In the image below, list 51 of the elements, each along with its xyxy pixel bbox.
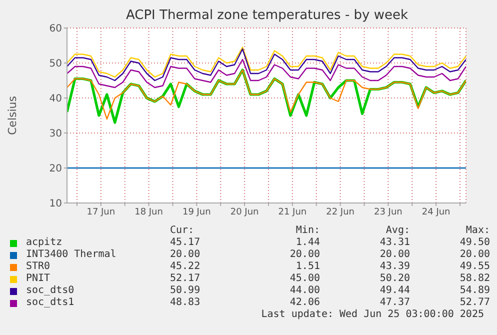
y-tick-label: 30	[49, 128, 62, 140]
x-tick-label: 18 Jun	[134, 207, 163, 218]
text: 43.31	[378, 237, 410, 249]
text: Min:	[294, 225, 320, 237]
y-tick-label: 20	[49, 164, 62, 175]
x-tick-label: 23 Jun	[374, 207, 402, 218]
text: 52.77	[458, 297, 490, 309]
text: 47.37	[378, 297, 410, 309]
text: 20.00	[458, 249, 490, 261]
text: 1.51	[294, 261, 320, 273]
text: 58.82	[458, 273, 490, 285]
text: 1.44	[294, 237, 320, 249]
text: 49.44	[378, 285, 410, 297]
text: 20.00	[378, 249, 410, 261]
text: 50.99	[170, 285, 202, 297]
legend-label: acpitz	[25, 237, 64, 249]
text: 44.00	[288, 285, 320, 297]
y-tick-label: 40	[49, 94, 62, 105]
legend-label: soc_dts1	[25, 297, 76, 309]
chart-title: ACPI Thermal zone temperatures - by week	[124, 8, 410, 23]
y-tick-label: 60	[49, 24, 62, 35]
text: 52.17	[170, 273, 202, 285]
text: Last update: Wed Jun 25 03:00:00 2025	[260, 309, 485, 321]
text: 45.17	[170, 237, 202, 249]
text: 20.00	[288, 249, 320, 261]
x-tick-label: 17 Jun	[86, 207, 116, 218]
text: Max:	[464, 225, 490, 237]
legend-label: soc_dts0	[25, 285, 76, 297]
legend-label: STR0	[25, 261, 52, 273]
x-tick-label: 20 Jun	[230, 207, 259, 218]
y-tick-label: 50	[49, 58, 62, 70]
text: 54.89	[458, 285, 490, 297]
text: 43.39	[378, 261, 410, 273]
text: 45.22	[170, 261, 202, 273]
text: 45.00	[288, 273, 320, 285]
text: 49.55	[458, 261, 490, 273]
y-axis-title: Celsius	[6, 96, 19, 135]
text: 48.83	[170, 297, 202, 309]
text: 49.50	[458, 237, 490, 249]
y-tick-label: 10	[49, 198, 62, 210]
text: Avg:	[384, 225, 410, 237]
text: 50.20	[378, 273, 410, 285]
x-tick-label: 19 Jun	[182, 207, 211, 218]
x-tick-label: 22 Jun	[326, 207, 355, 218]
x-tick-label: 21 Jun	[278, 207, 307, 218]
text: Cur:	[170, 225, 196, 237]
legend-label: PNIT	[25, 273, 52, 285]
legend-label: INT3400 Thermal	[25, 249, 118, 261]
text: 20.00	[170, 249, 202, 261]
text: 42.06	[288, 297, 320, 309]
x-tick-label: 24 Jun	[422, 207, 450, 218]
